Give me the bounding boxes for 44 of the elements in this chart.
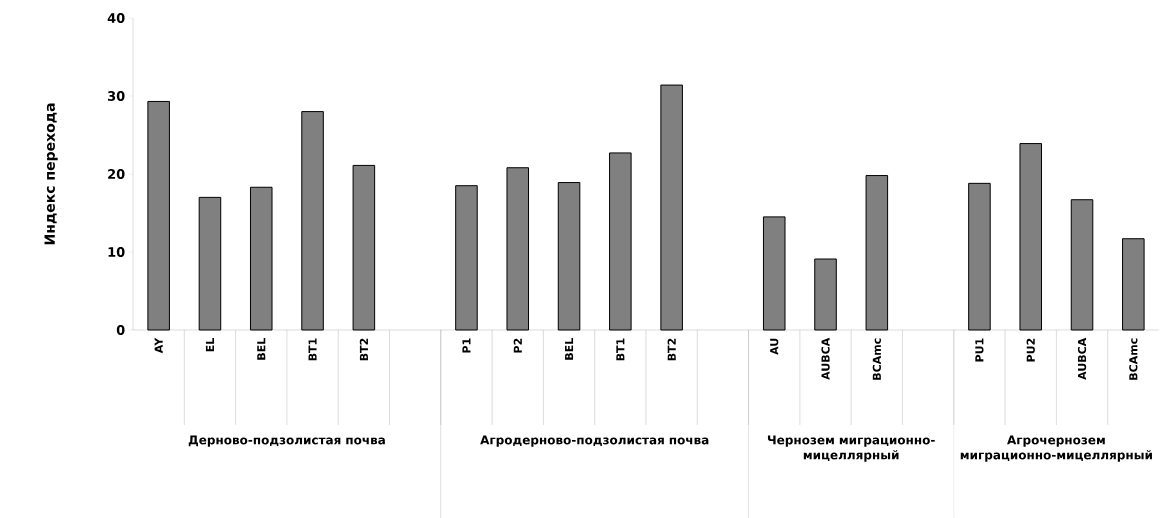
x-tick-label: PU1: [975, 338, 984, 362]
x-tick-label: BT1: [616, 338, 625, 361]
bar: [249, 186, 273, 331]
bar: [352, 164, 376, 331]
bar: [762, 216, 786, 331]
bar: [301, 111, 324, 331]
bar: [1070, 199, 1094, 331]
bar: [1019, 143, 1042, 331]
bar: [557, 182, 581, 331]
bar: [814, 258, 837, 331]
x-tick-label: BEL: [565, 338, 574, 360]
bar: [968, 182, 991, 331]
y-axis-title: Индекс перехода: [44, 103, 58, 245]
text: Агродерново-подзолистая почва: [480, 435, 709, 447]
bar: [455, 185, 478, 331]
y-tick-label: 40: [107, 13, 125, 23]
bar: [865, 175, 889, 331]
x-tick-label: AUBCA: [1077, 337, 1087, 380]
text: Чернозем миграционно-мицеллярный: [767, 435, 935, 462]
x-tick-label: BT2: [359, 338, 368, 361]
x-tick-label: BT2: [667, 338, 676, 361]
bar: [147, 100, 170, 331]
bar: [506, 167, 530, 331]
y-tick-label: 0: [116, 325, 125, 335]
bar: [1122, 238, 1145, 331]
bar: [198, 196, 222, 331]
x-tick-label: BT1: [308, 338, 317, 361]
x-tick-label: P1: [462, 338, 471, 353]
text: Агрочернозем миграционно-мицеллярный: [960, 435, 1152, 462]
bar: [660, 84, 683, 331]
x-tick-label: AUBCA: [821, 337, 830, 380]
text: Дерново-подзолистая почва: [188, 435, 385, 447]
y-tick-label: 10: [108, 247, 125, 257]
x-tick-label: PU2: [1026, 338, 1035, 362]
bar: [609, 152, 632, 331]
x-tick-label: BEL: [257, 338, 266, 360]
x-tick-label: BCAmc: [1129, 338, 1138, 380]
y-tick-label: 20: [108, 169, 125, 179]
x-tick-label: AY: [154, 337, 163, 354]
x-tick-label: EL: [205, 338, 214, 352]
x-tick-label: BCAmc: [872, 338, 881, 380]
x-tick-label: AU: [770, 338, 779, 355]
x-tick-label: P2: [513, 338, 522, 353]
y-tick-label: 30: [107, 91, 125, 101]
